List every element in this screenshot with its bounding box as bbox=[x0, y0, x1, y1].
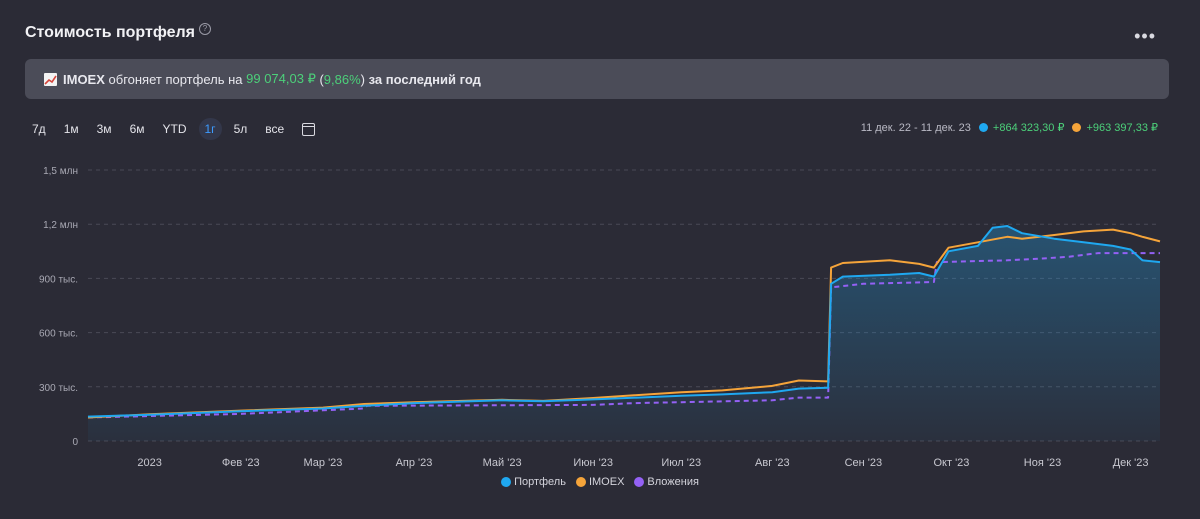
legend-investments[interactable]: Вложения bbox=[634, 476, 699, 488]
period-ytd[interactable]: YTD bbox=[162, 122, 187, 136]
y-tick-label: 1,2 млн bbox=[43, 220, 78, 231]
header: Стоимость портфеля ? bbox=[25, 23, 212, 42]
legend-dot-icon bbox=[575, 477, 586, 487]
x-tick-label: Мар '23 bbox=[303, 457, 342, 469]
legend-dot-icon bbox=[634, 477, 645, 487]
x-tick-label: Июн '23 bbox=[573, 457, 613, 469]
legend-label: Портфель bbox=[514, 476, 566, 488]
y-tick-label: 0 bbox=[72, 437, 78, 448]
x-tick-label: Сен '23 bbox=[845, 457, 883, 469]
legend-label: Вложения bbox=[647, 476, 699, 488]
banner-diff: 99 074,03 ₽ bbox=[246, 71, 316, 86]
period-6m[interactable]: 6м bbox=[129, 122, 145, 136]
summary: 11 дек. 22 - 11 дек. 23 +864 323,30 ₽ +9… bbox=[860, 121, 1158, 135]
portfolio-dot-icon bbox=[978, 123, 988, 132]
banner-ticker: IMOEX bbox=[63, 71, 105, 87]
chart-trend-icon bbox=[44, 72, 57, 86]
portfolio-area bbox=[88, 226, 1160, 441]
y-tick-label: 300 тыс. bbox=[39, 383, 78, 394]
portfolio-change: +864 323,30 ₽ bbox=[992, 122, 1065, 134]
period-7d[interactable]: 7д bbox=[32, 122, 46, 136]
help-icon[interactable]: ? bbox=[199, 23, 212, 35]
series-line-investments bbox=[87, 252, 1160, 419]
series-line-portfolio bbox=[87, 225, 1161, 418]
imoex-dot-icon bbox=[1072, 123, 1082, 132]
x-tick-label: Апр '23 bbox=[396, 457, 433, 469]
y-tick-label: 900 тыс. bbox=[39, 274, 78, 285]
banner-pct: 9,86% bbox=[323, 71, 361, 87]
x-tick-label: Окт '23 bbox=[934, 457, 970, 469]
more-options-icon[interactable]: ••• bbox=[1134, 26, 1156, 46]
x-tick-label: Авг '23 bbox=[755, 457, 790, 469]
x-tick-label: Ноя '23 bbox=[1024, 457, 1061, 469]
banner-paren-close: ) bbox=[360, 71, 366, 87]
y-tick-label: 1,5 млн bbox=[43, 166, 78, 177]
y-tick-label: 600 тыс. bbox=[39, 329, 78, 340]
period-3m[interactable]: 3м bbox=[96, 122, 112, 136]
comparison-banner: IMOEX обгоняет портфель на 99 074,03 ₽ (… bbox=[25, 59, 1169, 99]
date-range: 11 дек. 22 - 11 дек. 23 bbox=[860, 121, 971, 134]
legend-label: IMOEX bbox=[588, 476, 625, 488]
period-5y[interactable]: 5л bbox=[233, 122, 248, 136]
portfolio-chart: 0 300 тыс. 600 тыс. 900 тыс. 1,2 млн 1,5 млн 2… bbox=[39, 166, 1161, 469]
legend-portfolio[interactable]: Портфель bbox=[501, 476, 566, 488]
x-tick-label: Дек '23 bbox=[1113, 457, 1149, 469]
page-title: Стоимость портфеля bbox=[25, 24, 196, 41]
period-all[interactable]: все bbox=[265, 122, 285, 136]
x-tick-label: Июл '23 bbox=[661, 457, 701, 469]
calendar-icon[interactable] bbox=[302, 122, 316, 136]
x-tick-label: Фев '23 bbox=[222, 457, 260, 469]
imoex-change: +963 397,33 ₽ bbox=[1086, 122, 1158, 134]
banner-paren-open: ( bbox=[315, 71, 324, 87]
period-1m[interactable]: 1м bbox=[63, 122, 79, 136]
legend: Портфель IMOEX Вложения bbox=[0, 476, 1200, 488]
series-line-imoex bbox=[87, 228, 1161, 419]
banner-text2: за последний год bbox=[365, 71, 481, 87]
x-tick-label: 2023 bbox=[137, 457, 161, 469]
x-tick-label: Май '23 bbox=[483, 457, 522, 469]
legend-dot-icon bbox=[501, 477, 512, 487]
period-1y[interactable]: 1г bbox=[198, 118, 222, 140]
banner-text1: обгоняет портфель на bbox=[104, 71, 247, 87]
legend-imoex[interactable]: IMOEX bbox=[575, 476, 625, 488]
period-selector: 7д 1м 3м 6м YTD 1г 5л все bbox=[26, 118, 316, 140]
